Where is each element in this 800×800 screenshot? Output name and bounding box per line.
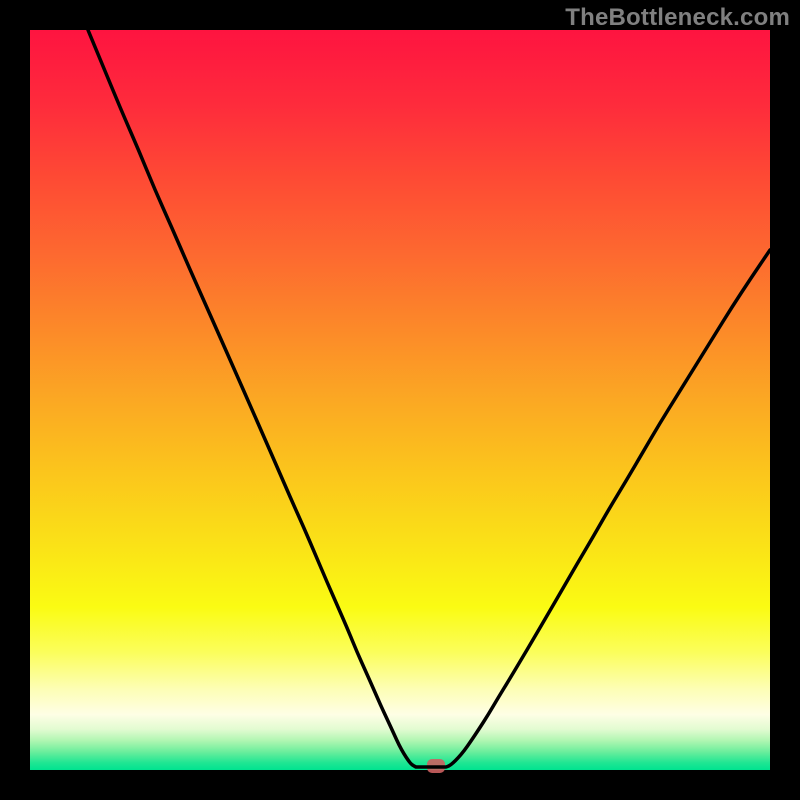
watermark-text: TheBottleneck.com [565,4,790,32]
bottleneck-chart [0,0,800,800]
chart-plot-area [30,30,770,770]
chart-container: TheBottleneck.com [0,0,800,800]
